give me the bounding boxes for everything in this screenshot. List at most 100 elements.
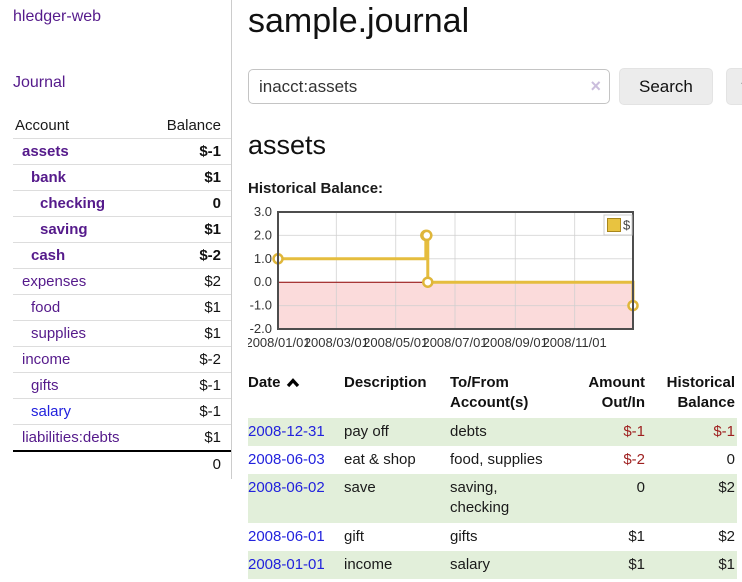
- account-row: salary $-1: [13, 398, 231, 425]
- account-row: bank $1: [13, 164, 231, 191]
- search-form: × Search ?: [248, 68, 742, 105]
- account-link-food[interactable]: food: [31, 299, 61, 316]
- date-column-header[interactable]: Date: [248, 369, 344, 418]
- transaction-amount: $1: [628, 555, 645, 573]
- legend-label: $: [623, 218, 631, 233]
- x-tick-label: 2008/09/01: [483, 335, 548, 350]
- account-link-gifts[interactable]: gifts: [31, 377, 59, 394]
- account-tree-body: assets $-1 bank $1 checking 0 saving $1 cash $-2 e…: [13, 138, 231, 477]
- account-balance: $1: [148, 164, 231, 191]
- sidebar-item-journal[interactable]: Journal: [13, 74, 66, 91]
- transaction-date-link[interactable]: 2008-06-01: [248, 527, 325, 545]
- account-balance: $-1: [148, 398, 231, 425]
- account-row: income $-2: [13, 346, 231, 373]
- account-balance: $2: [148, 268, 231, 295]
- amount-column-header: Amount Out/In: [588, 374, 645, 412]
- account-row: liabilities:debts $1: [13, 424, 231, 451]
- data-point-marker: [422, 276, 434, 288]
- transaction-amount: $-2: [623, 450, 645, 468]
- account-row: saving $1: [13, 216, 231, 243]
- account-balance: $1: [148, 294, 231, 321]
- transaction-date-link[interactable]: 2008-06-02: [248, 479, 325, 496]
- transaction-date-link[interactable]: 2008-01-01: [248, 555, 325, 573]
- account-link-income[interactable]: income: [22, 351, 71, 368]
- y-tick-label: 2.0: [254, 227, 272, 242]
- transaction-accounts: food, supplies: [450, 450, 543, 468]
- account-balance: $-1: [148, 372, 231, 399]
- y-tick-label: 3.0: [254, 206, 272, 219]
- transaction-amount: 0: [636, 479, 645, 496]
- sort-ascending-icon: [286, 378, 299, 388]
- account-tree-total-row: 0: [13, 450, 231, 477]
- transaction-accounts: gifts: [450, 527, 478, 545]
- help-button[interactable]: ?: [725, 68, 742, 105]
- account-balance: $1: [148, 320, 231, 347]
- transaction-date-link[interactable]: 2008-06-03: [248, 450, 325, 468]
- account-column-header: Account: [13, 113, 149, 139]
- x-tick-label: 2008/11/01: [543, 335, 607, 350]
- account-link-cash[interactable]: cash: [31, 247, 66, 264]
- account-balance: $1: [148, 216, 231, 243]
- x-tick-label: 2008/07/01: [422, 335, 487, 350]
- transactions-body: 2008-12-31 pay off debts $-1 $-1 2008-06-03 ea…: [248, 417, 737, 579]
- account-link-assets[interactable]: assets: [22, 143, 69, 160]
- account-link-salary[interactable]: salary: [31, 403, 72, 420]
- x-tick-label: 2008/01/01: [248, 335, 311, 350]
- sidebar: hledger-web Journal Account Balance asse…: [0, 0, 232, 479]
- transaction-balance: 0: [726, 450, 735, 468]
- y-tick-label: -1.0: [250, 298, 272, 313]
- account-balance: 0: [148, 190, 231, 217]
- transaction-description: save: [344, 479, 376, 496]
- balance-column-header-main: Historical Balance: [666, 374, 735, 412]
- transaction-description: income: [344, 555, 393, 573]
- historical-balance-chart: 2008/01/012008/03/012008/05/012008/07/01…: [248, 206, 639, 350]
- transaction-row: 2008-06-02 save saving, checking 0 $2: [248, 474, 737, 523]
- search-input-wrap: ×: [248, 69, 610, 104]
- y-tick-label: 1.0: [254, 251, 272, 266]
- balance-column-header: Balance: [148, 113, 231, 139]
- account-row: supplies $1: [13, 320, 231, 347]
- account-row: gifts $-1: [13, 372, 231, 399]
- account-row: expenses $2: [13, 268, 231, 295]
- transaction-row: 2008-01-01 income salary $1 $1: [248, 550, 737, 579]
- transaction-balance: $1: [718, 555, 735, 573]
- account-link-bank[interactable]: bank: [31, 169, 67, 186]
- y-tick-label: 0.0: [254, 274, 272, 289]
- accounts-column-header: To/From Account(s): [450, 374, 529, 412]
- transaction-accounts: debts: [450, 422, 487, 440]
- account-row: food $1: [13, 294, 231, 321]
- app-brand-link[interactable]: hledger-web: [13, 8, 102, 25]
- transaction-balance: $2: [718, 479, 735, 496]
- transaction-row: 2008-06-03 eat & shop food, supplies $-2 0: [248, 446, 737, 474]
- account-link-liabilities-debts[interactable]: liabilities:debts: [22, 429, 120, 446]
- transaction-amount: $-1: [623, 422, 645, 440]
- account-balance: $-1: [148, 138, 231, 165]
- search-button[interactable]: Search: [619, 68, 713, 105]
- account-balance: $-2: [148, 346, 231, 373]
- chart-label: Historical Balance:: [248, 180, 384, 197]
- legend-swatch: [607, 218, 621, 232]
- y-tick-label: -2.0: [250, 321, 272, 336]
- transaction-date-link[interactable]: 2008-12-31: [248, 422, 325, 440]
- account-tree-table: Account Balance assets $-1 bank $1 checking 0…: [13, 113, 231, 477]
- transaction-balance: $-1: [713, 422, 735, 440]
- transaction-accounts: saving, checking: [450, 479, 510, 517]
- clear-search-icon[interactable]: ×: [590, 76, 601, 96]
- data-point-marker: [421, 229, 433, 242]
- account-balance: $-2: [148, 242, 231, 269]
- account-row: cash $-2: [13, 242, 231, 269]
- transaction-accounts: salary: [450, 555, 491, 573]
- transaction-amount: $1: [628, 527, 645, 545]
- account-page-title: assets: [248, 130, 327, 160]
- account-link-checking[interactable]: checking: [40, 195, 106, 212]
- account-link-expenses[interactable]: expenses: [22, 273, 87, 290]
- page-title: sample.journal: [248, 2, 470, 40]
- account-link-supplies[interactable]: supplies: [31, 325, 87, 342]
- account-link-saving[interactable]: saving: [40, 221, 88, 238]
- main-panel: sample.journal × Search ? assets Histori…: [232, 0, 742, 579]
- account-balance: $1: [148, 424, 231, 451]
- chart-border: [277, 211, 634, 330]
- search-input[interactable]: [248, 69, 610, 104]
- account-row: checking 0: [13, 190, 231, 217]
